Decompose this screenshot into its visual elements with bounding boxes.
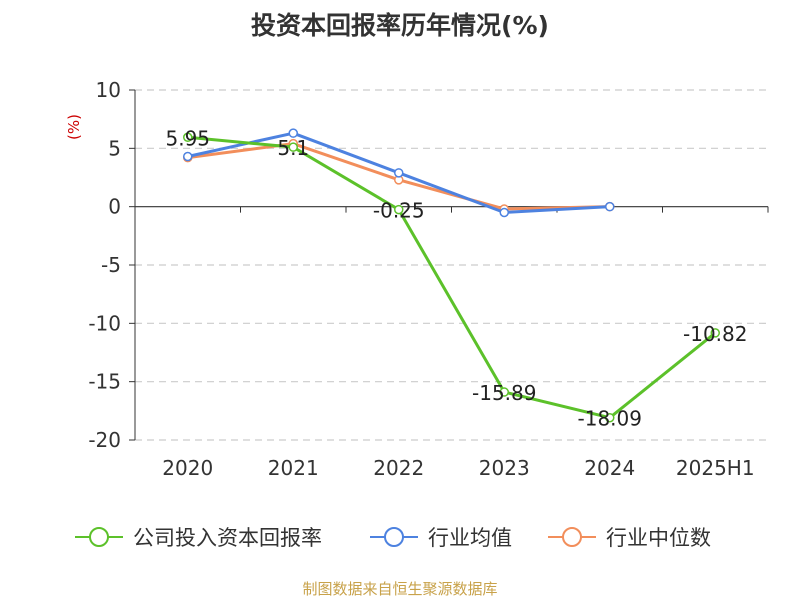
chart-title: 投资本回报率历年情况(%) bbox=[251, 11, 549, 40]
legend-label: 行业中位数 bbox=[606, 526, 711, 550]
y-tick-label: -5 bbox=[101, 253, 121, 277]
series-lines bbox=[183, 128, 720, 423]
data-point bbox=[499, 387, 509, 397]
legend-label: 行业均值 bbox=[428, 526, 512, 550]
y-tick-label: -20 bbox=[88, 428, 121, 452]
data-label: -0.25 bbox=[373, 199, 425, 223]
x-tick-label: 2021 bbox=[268, 456, 319, 480]
data-label: -10.82 bbox=[683, 322, 747, 346]
data-point bbox=[394, 204, 404, 215]
grid-lines bbox=[135, 89, 768, 441]
x-tick-label: 2023 bbox=[479, 456, 530, 480]
y-axis-label: (%) bbox=[65, 114, 83, 140]
data-point bbox=[288, 142, 298, 152]
y-tick-label: 0 bbox=[108, 195, 121, 219]
data-point bbox=[394, 168, 404, 178]
data-point bbox=[710, 328, 720, 338]
x-tick-label: 2024 bbox=[584, 456, 635, 480]
data-point bbox=[605, 201, 615, 212]
legend-marker bbox=[89, 527, 109, 547]
y-tick-label: 5 bbox=[108, 136, 121, 160]
data-point bbox=[605, 412, 615, 423]
y-tick-label: -10 bbox=[88, 311, 121, 335]
y-tick-label: 10 bbox=[96, 78, 121, 102]
data-labels: 5.95 5.1 -0.25 -15.89 -18.09 -10.82 bbox=[165, 126, 747, 430]
data-point bbox=[499, 207, 509, 218]
data-label: -18.09 bbox=[578, 407, 642, 431]
data-label: -15.89 bbox=[472, 381, 536, 405]
legend: 公司投入资本回报率 行业均值 行业中位数 bbox=[75, 526, 711, 550]
x-tick-label: 2020 bbox=[162, 456, 213, 480]
data-point bbox=[288, 128, 298, 138]
source-note: 制图数据来自恒生聚源数据库 bbox=[302, 580, 498, 598]
data-label: 5.1 bbox=[277, 136, 309, 160]
legend-label: 公司投入资本回报率 bbox=[133, 526, 322, 550]
legend-marker bbox=[562, 527, 582, 547]
series-line-0 bbox=[187, 135, 717, 420]
data-point bbox=[183, 132, 193, 142]
data-label: 5.95 bbox=[165, 126, 210, 150]
legend-marker bbox=[384, 527, 404, 547]
data-point bbox=[183, 151, 193, 162]
axes: 10 5 0 -5 -10 -15 -20 2020 2021 2022 2023 2024 2025H… bbox=[65, 78, 769, 480]
x-tick-label: 2025H1 bbox=[676, 456, 755, 480]
y-tick-label: -15 bbox=[88, 370, 121, 394]
x-tick-label: 2022 bbox=[373, 456, 424, 480]
